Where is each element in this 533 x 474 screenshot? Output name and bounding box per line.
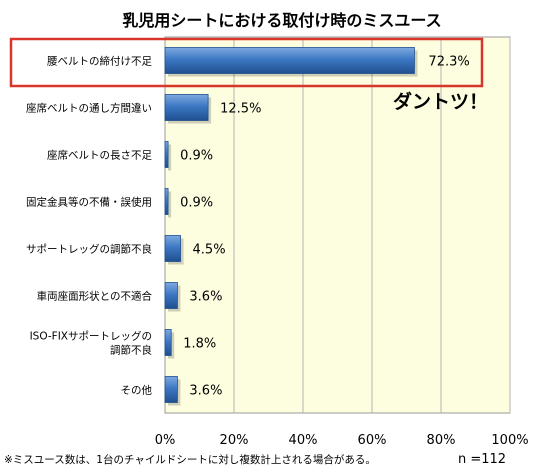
bar	[164, 94, 209, 121]
bar-shadow	[168, 191, 172, 218]
value-label: 1.8%	[183, 337, 216, 352]
category-label: 車両座面形状との不適合	[37, 290, 153, 303]
annotation-callout: ダントツ！	[393, 90, 488, 113]
x-tick-label: 100%	[491, 433, 528, 448]
category-label-line: 調節不良	[110, 344, 152, 357]
category-label: 腰ベルトの締付け不足	[47, 55, 152, 68]
highlight-box	[9, 37, 484, 88]
category-label-line: その他	[121, 384, 153, 397]
x-tick-label: 80%	[427, 433, 456, 448]
bar	[164, 329, 172, 356]
bar	[164, 282, 178, 309]
x-tick-label: 40%	[289, 433, 318, 448]
category-labels: 腰ベルトの締付け不足座席ベルトの通し方間違い座席ベルトの長さ不足固定金具等の不備…	[26, 55, 152, 397]
x-tick-label: 0%	[155, 433, 176, 448]
category-label-line: 固定金具等の不備・誤使用	[26, 196, 152, 209]
x-axis-ticks: 0% 20% 40% 60% 80% 100%	[155, 433, 529, 448]
bar	[164, 141, 169, 168]
category-label: サポートレッグの調節不良	[26, 243, 152, 256]
footnote: ※ミスユース数は、1台のチャイルドシートに対し複数計上される場合がある。	[4, 453, 376, 466]
value-label: 12.5%	[220, 102, 261, 117]
bar	[164, 47, 415, 74]
x-tick-label: 20%	[220, 433, 249, 448]
bar	[164, 188, 169, 215]
grid-lines	[233, 37, 511, 413]
chart-title: 乳児用シートにおける取付け時のミスユース	[122, 11, 441, 30]
bar	[164, 235, 181, 262]
category-label-line: 座席ベルトの長さ不足	[47, 149, 152, 162]
plot-area	[164, 36, 511, 414]
category-label-line: 車両座面形状との不適合	[37, 290, 153, 303]
bar-shadow	[168, 144, 172, 171]
value-label: 4.5%	[193, 243, 226, 258]
value-label: 3.6%	[189, 290, 222, 305]
value-label: 0.9%	[180, 196, 213, 211]
category-label: ISO-FIXサポートレッグの調節不良	[30, 330, 152, 357]
category-label: 固定金具等の不備・誤使用	[26, 196, 152, 209]
category-label: その他	[121, 384, 153, 397]
category-label: 座席ベルトの長さ不足	[47, 149, 152, 162]
category-label: 座席ベルトの通し方間違い	[26, 102, 152, 115]
bars	[164, 47, 418, 406]
value-label: 72.3%	[428, 55, 469, 70]
category-label-line: 腰ベルトの締付け不足	[47, 55, 152, 68]
value-label: 0.9%	[180, 149, 213, 164]
sample-size: n =112	[458, 452, 506, 467]
category-label-line: ISO-FIXサポートレッグの	[30, 330, 152, 343]
category-label-line: 座席ベルトの通し方間違い	[26, 102, 152, 115]
bar	[164, 376, 178, 403]
category-label-line: サポートレッグの調節不良	[26, 243, 152, 256]
value-labels: 72.3% 12.5% 0.9% 0.9% 4.5% 3.6% 1.8% 3.6%	[180, 55, 470, 399]
x-tick-label: 60%	[358, 433, 387, 448]
value-label: 3.6%	[189, 384, 222, 399]
